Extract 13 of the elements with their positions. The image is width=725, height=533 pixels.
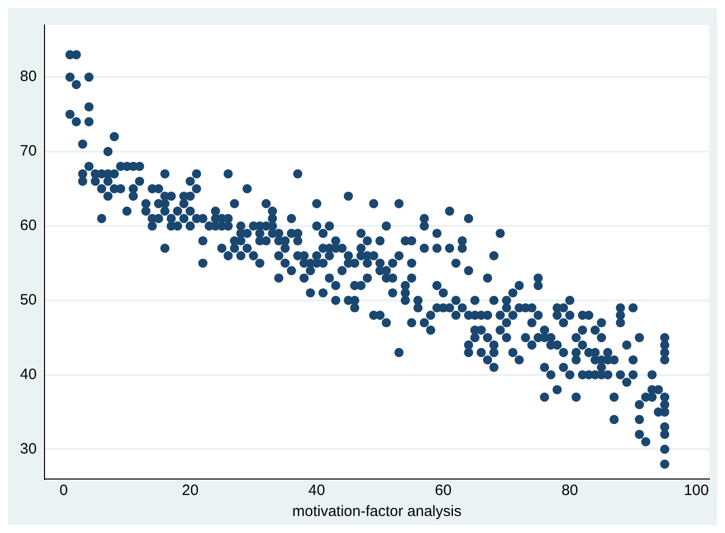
x-tick-label: 80 bbox=[561, 482, 578, 500]
y-tick-label: 80 bbox=[20, 68, 37, 86]
y-tick-label: 60 bbox=[20, 217, 37, 234]
x-tick-label: 40 bbox=[308, 482, 326, 500]
x-tick-label: 100 bbox=[684, 482, 709, 500]
y-tick-label: 50 bbox=[20, 292, 37, 309]
x-axis-title: motivation-factor analysis bbox=[292, 503, 462, 520]
y-tick-label: 40 bbox=[20, 366, 37, 383]
y-tick-label: 30 bbox=[20, 440, 37, 458]
y-tick-label: 70 bbox=[20, 142, 37, 160]
x-tick-label: 60 bbox=[434, 482, 452, 500]
x-tick-label: 20 bbox=[182, 482, 199, 500]
x-tick-label: 0 bbox=[59, 482, 68, 500]
